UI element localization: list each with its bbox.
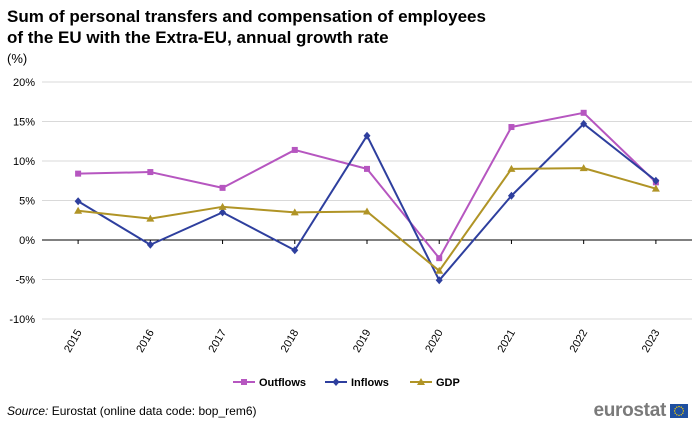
legend-marker-gdp [417, 378, 425, 385]
source-note: Source: Eurostat (online data code: bop_… [7, 404, 256, 418]
data-point-inflows [146, 240, 154, 249]
x-tick-label: 2020 [423, 328, 446, 355]
y-tick-label: 10% [13, 156, 35, 168]
data-point-inflows [219, 208, 227, 217]
data-point-inflows [507, 191, 515, 200]
data-point-gdp [435, 266, 444, 274]
unit-label: (%) [7, 51, 28, 66]
data-point-outflows [219, 184, 226, 191]
data-point-outflows [364, 165, 370, 172]
x-tick-label: 2023 [640, 328, 663, 355]
y-tick-label: -10% [9, 314, 35, 326]
legend-label-gdp: GDP [436, 377, 460, 389]
x-tick-label: 2017 [207, 328, 230, 355]
data-point-gdp [579, 164, 588, 172]
series-line-gdp [78, 167, 657, 272]
eu-flag-icon [670, 404, 688, 418]
x-tick-label: 2022 [568, 328, 591, 355]
x-tick-label: 2021 [495, 328, 518, 355]
data-point-outflows [147, 169, 154, 176]
y-tick-label: 20% [13, 77, 35, 89]
data-point-outflows [508, 124, 515, 131]
data-point-outflows [580, 109, 587, 116]
y-tick-label: 15% [13, 117, 35, 129]
data-point-gdp [290, 208, 299, 216]
data-point-gdp [363, 207, 371, 215]
data-point-inflows [580, 119, 588, 128]
y-tick-label: 0% [19, 235, 35, 247]
series-line-inflows [77, 122, 657, 282]
legend-label-inflows: Inflows [351, 377, 389, 389]
data-point-inflows [652, 176, 660, 185]
data-point-inflows [74, 197, 82, 206]
data-point-gdp [74, 206, 83, 214]
legend-label-outflows: Outflows [259, 377, 306, 389]
logo-text: eurostat [593, 400, 666, 421]
data-point-outflows [436, 255, 443, 262]
line-chart: 20% 15% 10% 5% 0% -5% -10% 2015 2016 2017 2018 2019… [9, 77, 692, 389]
data-point-inflows [363, 131, 371, 140]
y-tick-label: -5% [15, 275, 35, 287]
data-point-inflows [435, 276, 443, 285]
data-point-outflows [75, 170, 82, 177]
chart-title: Sum of personal transfers and compensati… [7, 7, 486, 47]
source-text: Eurostat (online data code: bop_rem6) [48, 404, 257, 418]
data-point-gdp [507, 164, 516, 172]
data-point-inflows [291, 246, 299, 255]
data-point-outflows [291, 146, 298, 153]
x-tick-label: 2015 [62, 328, 85, 355]
y-tick-label: 5% [19, 196, 35, 208]
data-point-gdp [146, 214, 155, 222]
x-tick-label: 2016 [134, 328, 157, 355]
x-tick-label: 2019 [351, 328, 374, 355]
legend-marker-inflows [332, 378, 340, 386]
x-tick-label: 2018 [279, 328, 302, 355]
eurostat-logo: eurostat [593, 401, 688, 421]
source-label: Source: [7, 404, 49, 418]
data-point-gdp [651, 184, 660, 192]
legend-marker-outflows [241, 379, 247, 385]
data-point-gdp [218, 202, 227, 210]
